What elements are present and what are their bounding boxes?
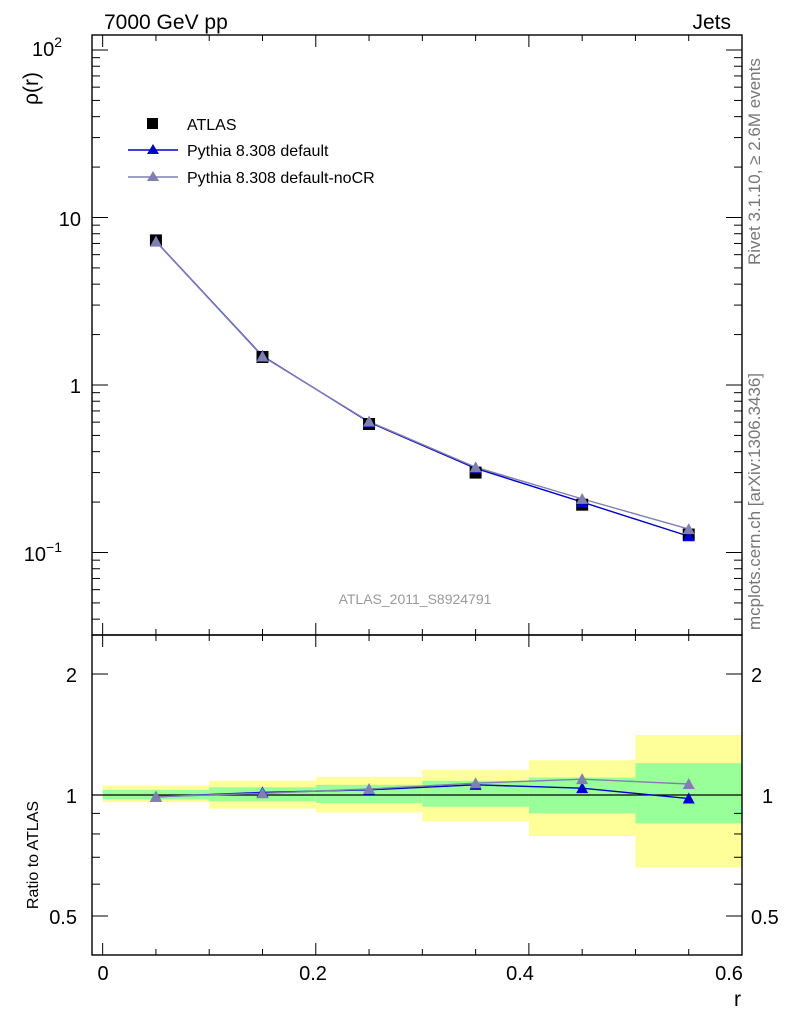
main-series-lines bbox=[155, 240, 689, 537]
ratio-y-tick-label-0.5: 0.5 bbox=[49, 907, 77, 929]
main-data-points bbox=[149, 234, 695, 542]
legend-label-atlas: ATLAS bbox=[187, 117, 237, 134]
ratio-y-tick-label-2: 2 bbox=[66, 665, 77, 687]
legend-label-pythia-default: Pythia 8.308 default bbox=[187, 143, 329, 160]
main-point-series-2 bbox=[682, 523, 695, 535]
x-tick-label-0.4: 0.4 bbox=[506, 963, 534, 985]
ratio-point-series-1 bbox=[469, 777, 482, 789]
main-point-series-2 bbox=[149, 235, 162, 247]
main-series-line-1 bbox=[155, 240, 689, 537]
ratio-point-series-1 bbox=[363, 782, 376, 794]
main-series-line-2 bbox=[155, 241, 689, 530]
legend: ATLAS Pythia 8.308 default Pythia 8.308 … bbox=[128, 117, 375, 187]
header-left-title: 7000 GeV pp bbox=[104, 11, 228, 34]
x-tick-label-0.6: 0.6 bbox=[715, 963, 743, 985]
ratio-series-line-1 bbox=[155, 778, 689, 798]
y-tick-label-0.1: 10−1 bbox=[24, 539, 62, 566]
y-tick-label-100: 102 bbox=[32, 34, 62, 61]
ratio-y-tick-label-0.5-right: 0.5 bbox=[751, 907, 779, 929]
main-point-series-2 bbox=[256, 350, 269, 362]
legend-marker-pythia-default bbox=[147, 144, 159, 154]
ratio-series-line-0 bbox=[155, 784, 689, 800]
legend-marker-atlas bbox=[147, 118, 158, 129]
legend-marker-pythia-nocr bbox=[147, 171, 159, 181]
ratio-panel: Ratio to ATLAS 2 1 0.5 2 1 0.5 0 0.2 0.4… bbox=[25, 634, 779, 1011]
legend-label-pythia-nocr: Pythia 8.308 default-noCR bbox=[187, 170, 375, 187]
ratio-data-points bbox=[149, 773, 695, 804]
rivet-version-label: Rivet 3.1.10, ≥ 2.6M events bbox=[745, 58, 764, 265]
main-y-axis-label: ρ(r) bbox=[20, 72, 43, 105]
main-point-series-2 bbox=[469, 461, 482, 473]
ratio-y-tick-label-1: 1 bbox=[66, 786, 77, 808]
main-point-series-1 bbox=[682, 530, 695, 542]
main-point-series-2 bbox=[363, 415, 376, 427]
ratio-point-series-1 bbox=[682, 778, 695, 790]
ratio-uncertainty-bands bbox=[102, 735, 742, 868]
x-tick-label-0: 0 bbox=[97, 963, 108, 985]
analysis-tag: ATLAS_2011_S8924791 bbox=[339, 591, 492, 607]
ratio-point-series-0 bbox=[682, 792, 695, 804]
ratio-ticks bbox=[92, 635, 743, 956]
y-tick-label-1: 1 bbox=[70, 376, 81, 398]
ratio-point-series-0 bbox=[576, 782, 589, 794]
ratio-point-series-1 bbox=[256, 787, 269, 799]
x-tick-label-0.2: 0.2 bbox=[299, 963, 327, 985]
header-right-title: Jets bbox=[692, 11, 731, 34]
ratio-y-tick-label-2-right: 2 bbox=[751, 665, 762, 687]
x-axis-label: r bbox=[734, 988, 741, 1011]
ratio-series-lines bbox=[155, 778, 689, 800]
ratio-frame bbox=[91, 634, 743, 956]
main-point-series-2 bbox=[576, 492, 589, 504]
main-ticks bbox=[92, 35, 743, 635]
ratio-point-series-1 bbox=[149, 790, 162, 802]
ratio-y-tick-label-1-right: 1 bbox=[762, 786, 773, 808]
mcplots-label: mcplots.cern.ch [arXiv:1306.3436] bbox=[745, 373, 764, 630]
main-panel: ρ(r) 102 10 1 10−1 ATLAS_2011_S8924791 A… bbox=[20, 34, 743, 636]
y-tick-label-10: 10 bbox=[59, 209, 81, 231]
ratio-y-axis-label: Ratio to ATLAS bbox=[25, 801, 42, 909]
ratio-point-series-1 bbox=[576, 773, 589, 785]
